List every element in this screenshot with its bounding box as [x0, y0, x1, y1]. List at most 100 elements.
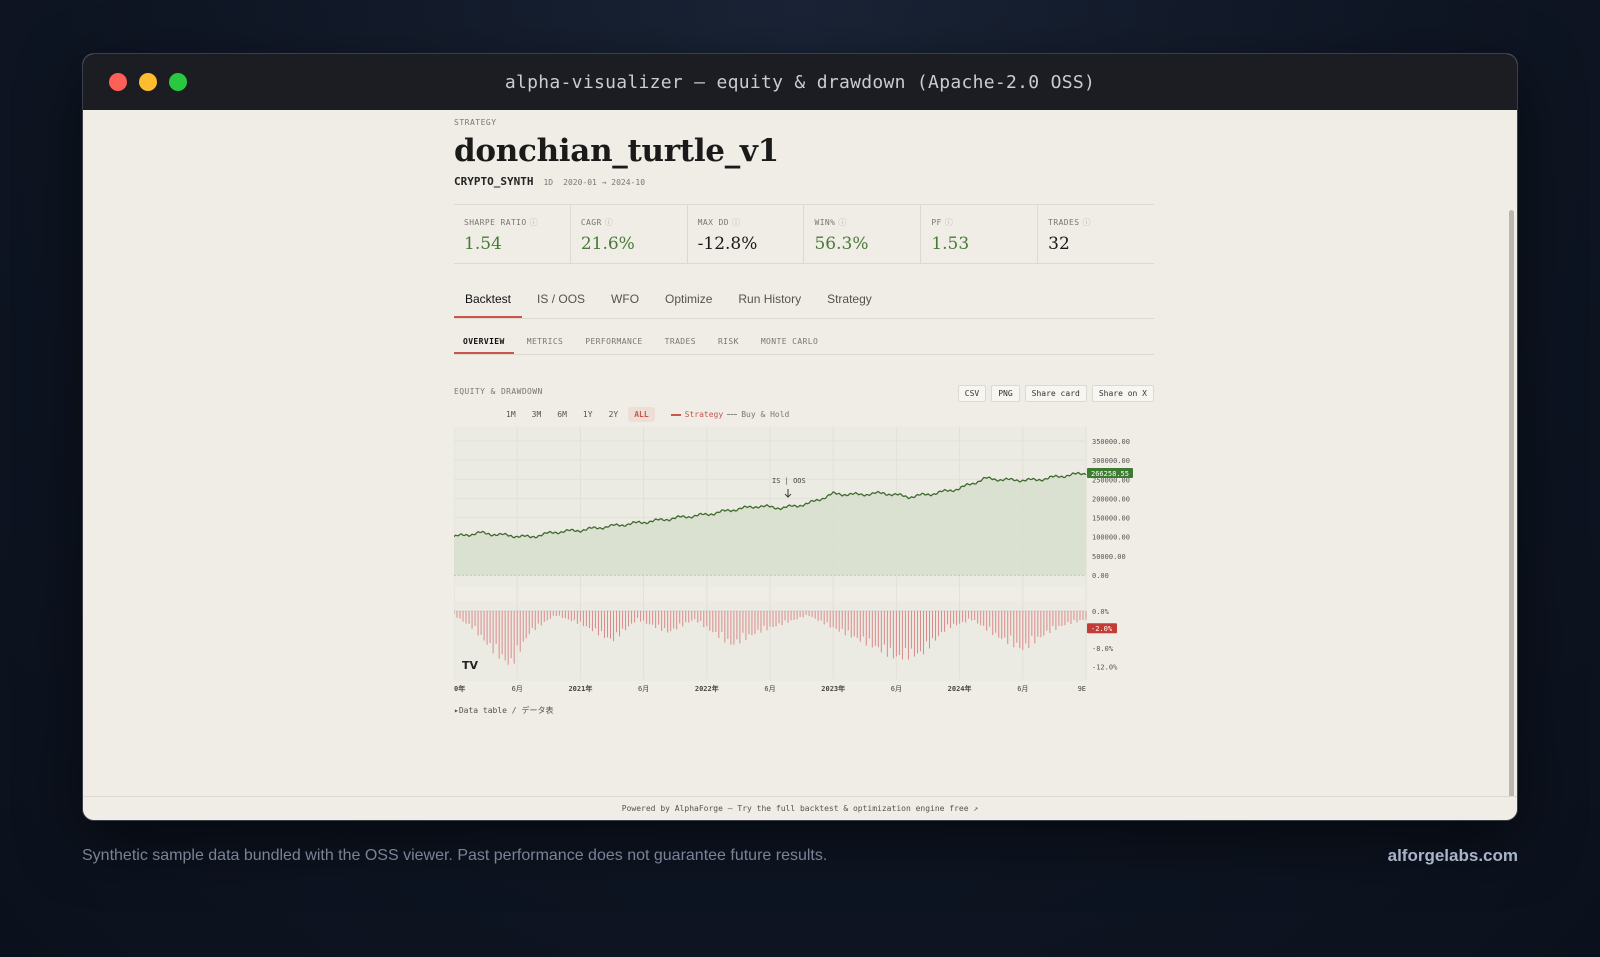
sub-tabs: OVERVIEW METRICS PERFORMANCE TRADES RISK MONT… — [454, 333, 1154, 355]
range-selector: 1M 3M 6M 1Y 2Y ALL Strategy Buy & Hold — [500, 407, 789, 422]
kpi-label-text: WIN% — [814, 218, 836, 227]
kpi-value: 56.3% — [814, 234, 869, 254]
x-tick: 2022年 — [695, 684, 719, 693]
range-1m-button[interactable]: 1M — [506, 410, 516, 419]
kpi-label: PF ⓘ — [931, 217, 1027, 228]
last-drawdown-value: -2.0% — [1091, 625, 1113, 633]
info-icon[interactable]: ⓘ — [1082, 218, 1091, 227]
kpi-pf: PF ⓘ 1.53 — [921, 205, 1039, 263]
kpi-label-text: MAX DD — [697, 218, 729, 227]
legend-strategy-swatch — [670, 413, 681, 416]
x-tick: 6月 — [512, 685, 523, 693]
kpi-value: 1.54 — [464, 234, 502, 254]
close-window-button[interactable] — [109, 73, 127, 91]
equity-drawdown-chart[interactable]: IS | OOS 350000.00 300000.00 250000.00 20000… — [454, 427, 1154, 712]
range-3m-button[interactable]: 3M — [531, 410, 542, 419]
tab-wfo[interactable]: WFO — [611, 292, 640, 306]
x-tick: 0年 — [454, 684, 465, 693]
brand-link[interactable]: alforgelabs.com — [1387, 846, 1518, 865]
equity-line — [454, 471, 1087, 539]
tab-run-history[interactable]: Run History — [738, 292, 802, 306]
subtab-monte-carlo[interactable]: MONTE CARLO — [760, 337, 819, 346]
x-tick: 2023年 — [821, 684, 845, 693]
main-tabs: Backtest IS / OOS WFO Optimize Run History St… — [454, 286, 1154, 319]
x-tick: 6月 — [1017, 685, 1028, 693]
kpi-strip: SHARPE RATIO ⓘ 1.54 CAGR ⓘ 21.6% MAX DD ⓘ -12.8%… — [454, 204, 1154, 264]
kpi-label-text: SHARPE RATIO — [464, 218, 527, 227]
kpi-value: 1.53 — [931, 234, 970, 254]
footer-text: Powered by AlphaForge — Try the full bac… — [621, 804, 979, 813]
window-controls — [109, 73, 187, 91]
info-icon[interactable]: ⓘ — [944, 218, 954, 227]
range-1y-button[interactable]: 1Y — [582, 410, 593, 419]
strategy-title: donchian_turtle_v1 — [454, 133, 779, 169]
kpi-win: WIN% ⓘ 56.3% — [804, 205, 922, 263]
kpi-sharpe-ratio: SHARPE RATIO ⓘ 1.54 — [454, 205, 571, 263]
data-table-toggle-label: Data table / データ表 — [458, 706, 554, 715]
tab-optimize[interactable]: Optimize — [665, 292, 713, 306]
range-6m-button[interactable]: 6M — [557, 410, 567, 419]
png-button[interactable]: PNG — [991, 385, 1020, 402]
x-tick: 6月 — [764, 685, 775, 693]
equity-y-tick: 150000.00 — [1092, 515, 1130, 523]
window-title: alpha-visualizer — equity & drawdown (Ap… — [504, 71, 1096, 93]
last-drawdown-badge — [1087, 623, 1117, 634]
equity-area — [454, 472, 1086, 575]
share-card-button[interactable]: Share card — [1024, 385, 1087, 402]
tab-is-oos[interactable]: IS / OOS — [537, 292, 586, 306]
subtab-trades[interactable]: TRADES — [664, 337, 696, 346]
range-2y-button[interactable]: 2Y — [608, 410, 619, 419]
data-table-toggle[interactable]: ▸Data table / データ表 — [454, 706, 554, 715]
main-panel: STRATEGY donchian_turtle_v1 CRYPTO_SYNTH… — [454, 110, 1154, 717]
x-tick: 2021年 — [568, 684, 592, 693]
subtab-overview[interactable]: OVERVIEW — [454, 333, 514, 354]
subtab-metrics[interactable]: METRICS — [526, 337, 564, 346]
maximize-window-button[interactable] — [169, 73, 187, 91]
tradingview-logo: TV — [462, 659, 479, 672]
info-icon[interactable]: ⓘ — [731, 218, 741, 227]
legend-buyhold-swatch — [727, 414, 738, 415]
csv-button[interactable]: CSV — [957, 385, 987, 402]
kpi-label-text: CAGR — [580, 218, 602, 227]
info-icon[interactable]: ⓘ — [529, 218, 539, 227]
kpi-trades: TRADES ⓘ 32 — [1038, 205, 1154, 263]
kpi-value: 32 — [1048, 234, 1070, 254]
subtab-performance[interactable]: PERFORMANCE — [585, 337, 643, 346]
kpi-max-dd: MAX DD ⓘ -12.8% — [688, 205, 805, 263]
symbol-row: CRYPTO_SYNTH 1D 2020-01 → 2024-10 — [454, 175, 1154, 188]
kpi-label: TRADES ⓘ — [1048, 217, 1144, 228]
tab-backtest[interactable]: Backtest — [454, 286, 523, 318]
date-range-label: 2020-01 → 2024-10 — [563, 178, 646, 187]
kpi-label: SHARPE RATIO ⓘ — [464, 217, 560, 228]
info-icon[interactable]: ⓘ — [604, 218, 614, 227]
legend-strategy-label[interactable]: Strategy — [684, 410, 724, 419]
drawdown-y-tick: -8.0% — [1092, 645, 1114, 653]
kpi-label-text: TRADES — [1048, 218, 1080, 227]
equity-y-tick: 200000.00 — [1092, 495, 1130, 503]
subtab-risk[interactable]: RISK — [717, 337, 739, 346]
timeframe-label: 1D — [543, 178, 554, 187]
minimize-window-button[interactable] — [139, 73, 157, 91]
x-tick: 6月 — [638, 685, 649, 693]
is-oos-marker-label: IS | OOS — [772, 477, 806, 485]
tab-strategy[interactable]: Strategy — [827, 292, 872, 306]
chart-actions: CSV PNG Share card Share on X — [957, 385, 1154, 402]
range-all-button[interactable]: ALL — [628, 407, 655, 422]
x-tick: 2024年 — [948, 684, 972, 693]
kpi-cagr: CAGR ⓘ 21.6% — [571, 205, 688, 263]
equity-y-tick: 0.00 — [1092, 572, 1109, 580]
section-label: EQUITY & DRAWDOWN — [454, 387, 543, 396]
kpi-label: WIN% ⓘ — [814, 217, 910, 228]
powered-by-footer[interactable]: Powered by AlphaForge — Try the full bac… — [83, 796, 1517, 820]
symbol-label: CRYPTO_SYNTH — [454, 175, 534, 188]
kpi-label-text: PF — [931, 218, 942, 227]
share-on-x-button[interactable]: Share on X — [1091, 385, 1154, 402]
drawdown-y-tick: 0.0% — [1092, 608, 1110, 616]
info-icon[interactable]: ⓘ — [838, 218, 847, 227]
last-equity-badge — [1087, 468, 1133, 479]
legend-buyhold-label[interactable]: Buy & Hold — [741, 410, 790, 419]
equity-y-tick: 350000.00 — [1092, 438, 1130, 446]
equity-y-tick: 250000.00 — [1092, 476, 1130, 484]
chart-legend: Strategy Buy & Hold — [670, 410, 790, 419]
scrollbar[interactable] — [1509, 210, 1514, 820]
